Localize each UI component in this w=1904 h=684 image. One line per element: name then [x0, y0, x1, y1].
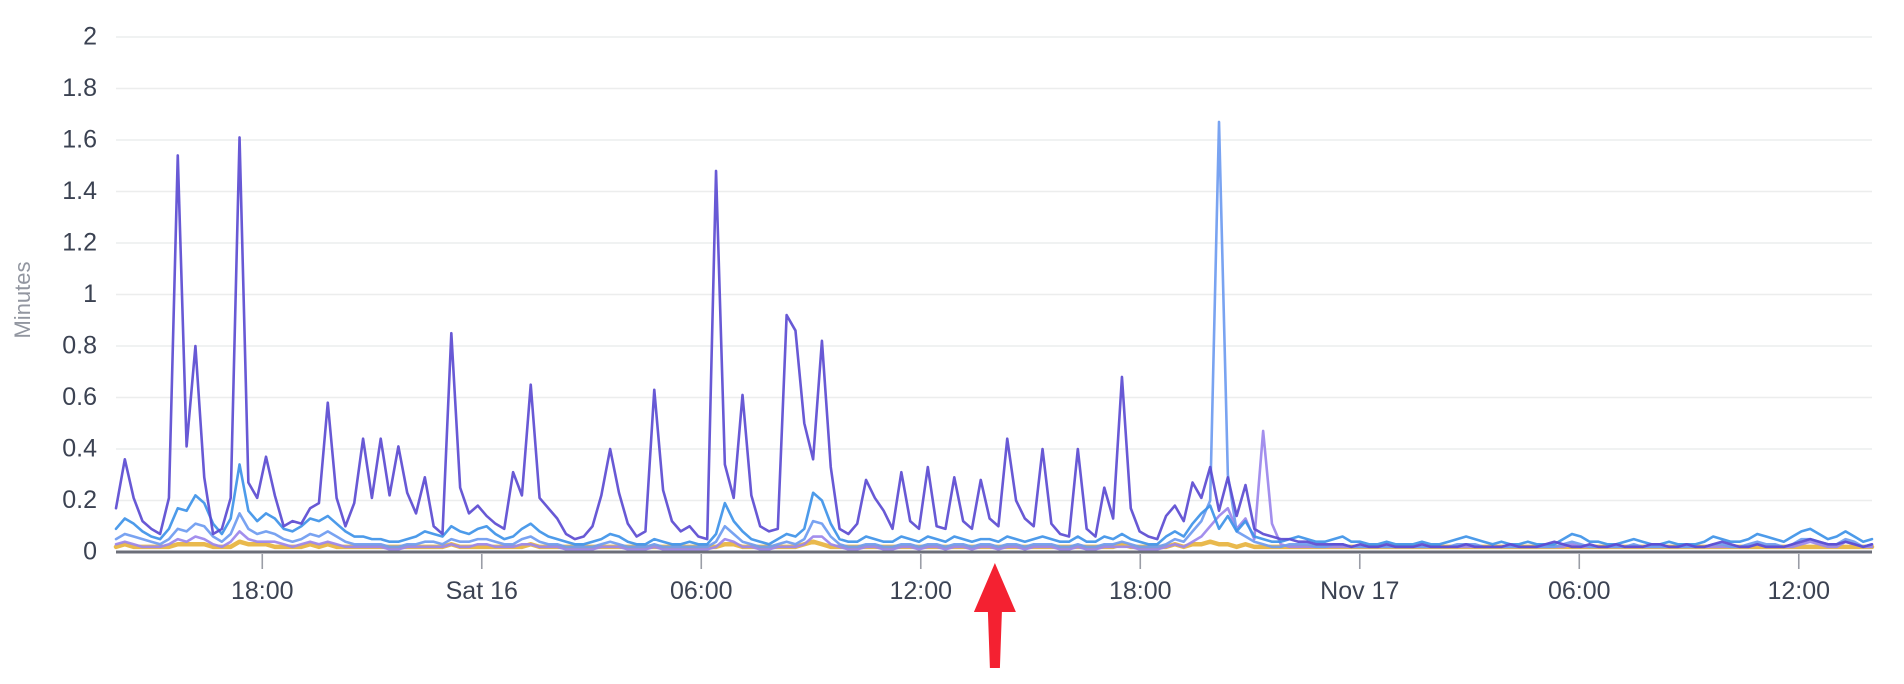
annotation-arrow-group [973, 563, 1016, 668]
x-tick-label: 18:00 [231, 577, 294, 605]
annotation-arrow-icon [973, 563, 1016, 668]
y-tick-label: 1.4 [62, 177, 97, 205]
y-tick-label: 1.6 [62, 126, 97, 154]
y-tick-label: 0.6 [62, 383, 97, 411]
series-line-indigo [114, 136, 1874, 549]
x-tick-label: 12:00 [889, 577, 952, 605]
y-tick-label: 2 [83, 23, 97, 51]
y-tick-label: 1.8 [62, 74, 97, 102]
data-series-group [113, 120, 1875, 551]
x-axis-tick-labels: 18:00 Sat 16 06:00 12:00 18:00 Nov 17 06:00 12:… [231, 554, 1830, 605]
series-line-cornflower [114, 120, 1874, 549]
y-axis-tick-labels: 0 0.2 0.4 0.6 0.8 1 1.2 1.4 1.6 1.8 2 [62, 23, 97, 566]
gridlines [116, 36, 1872, 502]
y-tick-label: 1.2 [62, 229, 97, 257]
series-line-blue [114, 463, 1874, 546]
y-tick-label: 0.4 [62, 435, 97, 463]
x-tick-label: 06:00 [670, 577, 733, 605]
x-tick-label: 06:00 [1548, 577, 1611, 605]
y-axis-title: Minutes [10, 261, 35, 338]
y-tick-label: 0.8 [62, 332, 97, 360]
y-tick-label: 0.2 [62, 486, 97, 514]
y-tick-label: 1 [83, 280, 97, 308]
x-tick-label: Nov 17 [1320, 577, 1399, 605]
y-tick-label: 0 [83, 538, 97, 566]
x-tick-label: Sat 16 [446, 577, 518, 605]
x-tick-label: 18:00 [1109, 577, 1172, 605]
x-tick-label: 12:00 [1767, 577, 1830, 605]
